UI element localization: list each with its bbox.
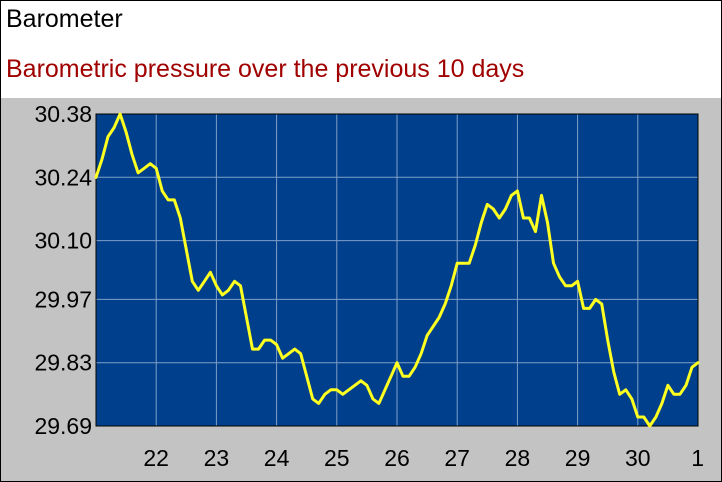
pressure-series-line	[94, 112, 700, 428]
chart-title: Barometer	[6, 5, 123, 33]
y-tick-label: 29.83	[34, 350, 92, 376]
x-tick-label: 26	[384, 445, 410, 471]
x-tick-label: 29	[565, 445, 591, 471]
y-tick-label: 29.69	[34, 413, 92, 439]
chart-header: Barometer Barometric pressure over the p…	[1, 1, 721, 98]
chart-subtitle: Barometric pressure over the previous 10…	[6, 55, 525, 83]
x-tick-label: 23	[204, 445, 230, 471]
x-tick-label: 27	[444, 445, 470, 471]
y-tick-label: 29.97	[34, 286, 92, 312]
x-tick-label: 22	[143, 445, 169, 471]
y-tick-label: 30.38	[34, 101, 92, 127]
y-tick-label: 30.24	[34, 164, 92, 190]
x-tick-label: 1	[691, 445, 704, 471]
x-tick-label: 30	[625, 445, 651, 471]
x-tick-label: 25	[324, 445, 350, 471]
y-tick-label: 30.10	[34, 228, 92, 254]
x-tick-label: 24	[264, 445, 290, 471]
x-tick-label: 28	[505, 445, 531, 471]
plot-border	[95, 113, 699, 427]
